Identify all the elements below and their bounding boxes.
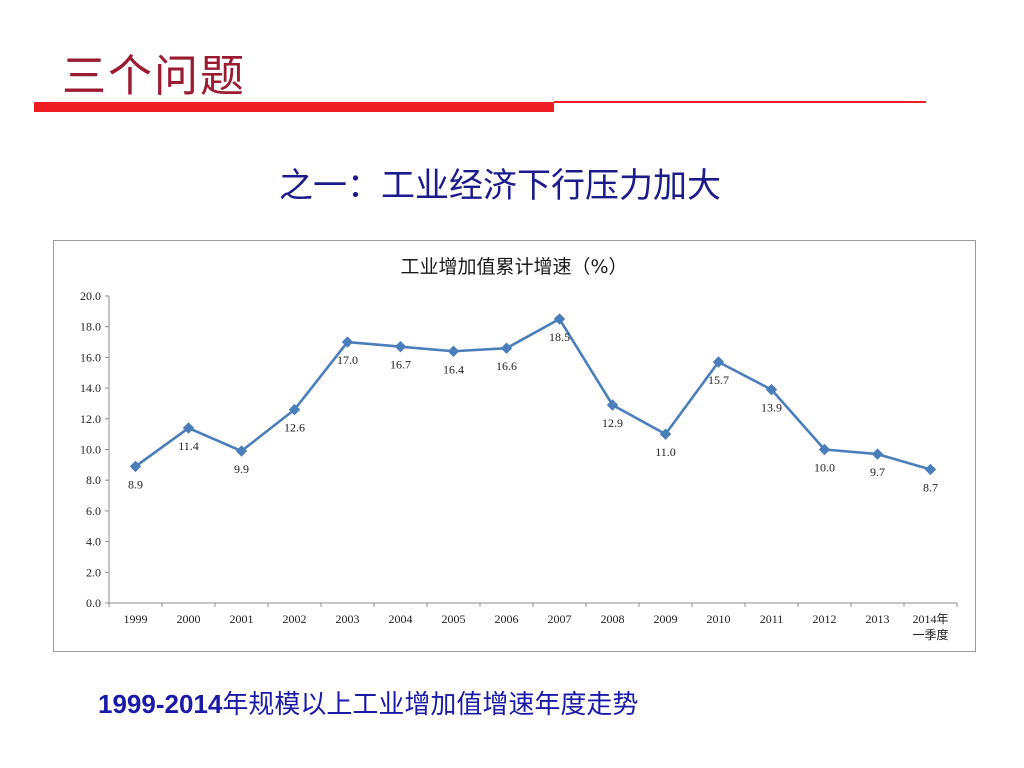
slide-title: 三个问题 (62, 51, 246, 102)
data-label: 9.9 (234, 462, 249, 476)
x-tick-label: 2013 (866, 612, 890, 626)
data-point-marker (235, 445, 248, 457)
data-point-marker (500, 342, 513, 354)
y-tick-label: 2.0 (86, 565, 101, 579)
y-tick-label: 0.0 (86, 596, 101, 610)
y-tick-label: 10.0 (80, 443, 101, 457)
y-tick-label: 8.0 (86, 473, 101, 487)
data-point-marker (553, 313, 566, 325)
y-tick-label: 16.0 (80, 350, 101, 364)
series-line (134, 317, 931, 471)
data-point-marker (182, 422, 195, 434)
x-tick-label: 2012 (813, 612, 837, 626)
y-tick-label: 18.0 (80, 320, 101, 334)
data-point-marker (129, 460, 142, 473)
data-label: 13.9 (761, 401, 782, 415)
y-tick-label: 12.0 (80, 412, 101, 426)
x-tick-label: 2000 (177, 612, 201, 626)
data-label: 12.6 (284, 421, 305, 435)
x-tick-label: 2005 (442, 612, 466, 626)
x-tick-label: 2001 (230, 612, 254, 626)
data-label: 16.7 (390, 358, 411, 372)
x-tick-label: 2008 (601, 612, 625, 626)
data-point-marker (659, 428, 672, 440)
y-tick-label: 4.0 (86, 535, 101, 549)
data-point-marker (871, 448, 884, 460)
x-tick-label: 2011 (760, 612, 784, 626)
data-label: 11.4 (178, 439, 199, 453)
data-label: 11.0 (655, 445, 676, 459)
x-tick-label: 2007 (548, 612, 572, 626)
x-tick-label: 2014年 (912, 612, 948, 626)
data-label: 8.7 (923, 480, 938, 494)
data-label: 16.4 (443, 362, 464, 376)
x-tick-label: 2004 (389, 612, 413, 626)
chart-frame: 工业增加值累计增速（%） 0.0 2.0 4.0 6.0 8.0 10.0 12.0 14.0… (53, 240, 976, 652)
chart-title: 工业增加值累计增速（%） (400, 256, 627, 278)
caption-years: 1999-2014 (98, 689, 223, 719)
data-label: 15.7 (708, 373, 729, 387)
data-label: 9.7 (870, 465, 885, 479)
x-tick-label: 1999 (124, 612, 148, 626)
data-label: 10.0 (814, 461, 835, 475)
data-point-marker (712, 356, 725, 368)
data-label: 8.9 (128, 477, 143, 491)
data-point-marker (394, 340, 407, 353)
data-point-marker (818, 443, 831, 456)
title-underline-thick (34, 102, 554, 112)
y-tick-label: 14.0 (80, 381, 101, 395)
data-label: 17.0 (337, 353, 358, 367)
x-tick-label: 2009 (654, 612, 678, 626)
data-point-marker (924, 463, 937, 476)
data-point-marker (288, 403, 301, 416)
title-underline-thin (554, 101, 926, 103)
data-label: 16.6 (496, 359, 517, 373)
data-point-marker (606, 399, 619, 411)
data-point-marker (447, 345, 460, 357)
data-point-marker (765, 383, 778, 396)
line-chart: 工业增加值累计增速（%） 0.0 2.0 4.0 6.0 8.0 10.0 12.0 14.0… (80, 256, 958, 642)
slide-subtitle: 之一：工业经济下行压力加大 (279, 166, 721, 206)
data-label: 12.9 (602, 416, 623, 430)
data-label: 18.5 (549, 330, 570, 344)
x-tick-label: 2003 (336, 612, 360, 626)
x-tick-label: 2006 (495, 612, 519, 626)
x-tick-label: 2010 (707, 612, 731, 626)
x-tick-label: 一季度 (912, 627, 948, 642)
chart-caption: 1999-2014年规模以上工业增加值增速年度走势 (98, 684, 638, 721)
y-tick-label: 6.0 (86, 504, 101, 518)
x-tick-label: 2002 (283, 612, 307, 626)
data-point-marker (341, 336, 354, 348)
y-tick-label: 20.0 (80, 289, 101, 303)
caption-text: 年规模以上工业增加值增速年度走势 (222, 690, 639, 720)
